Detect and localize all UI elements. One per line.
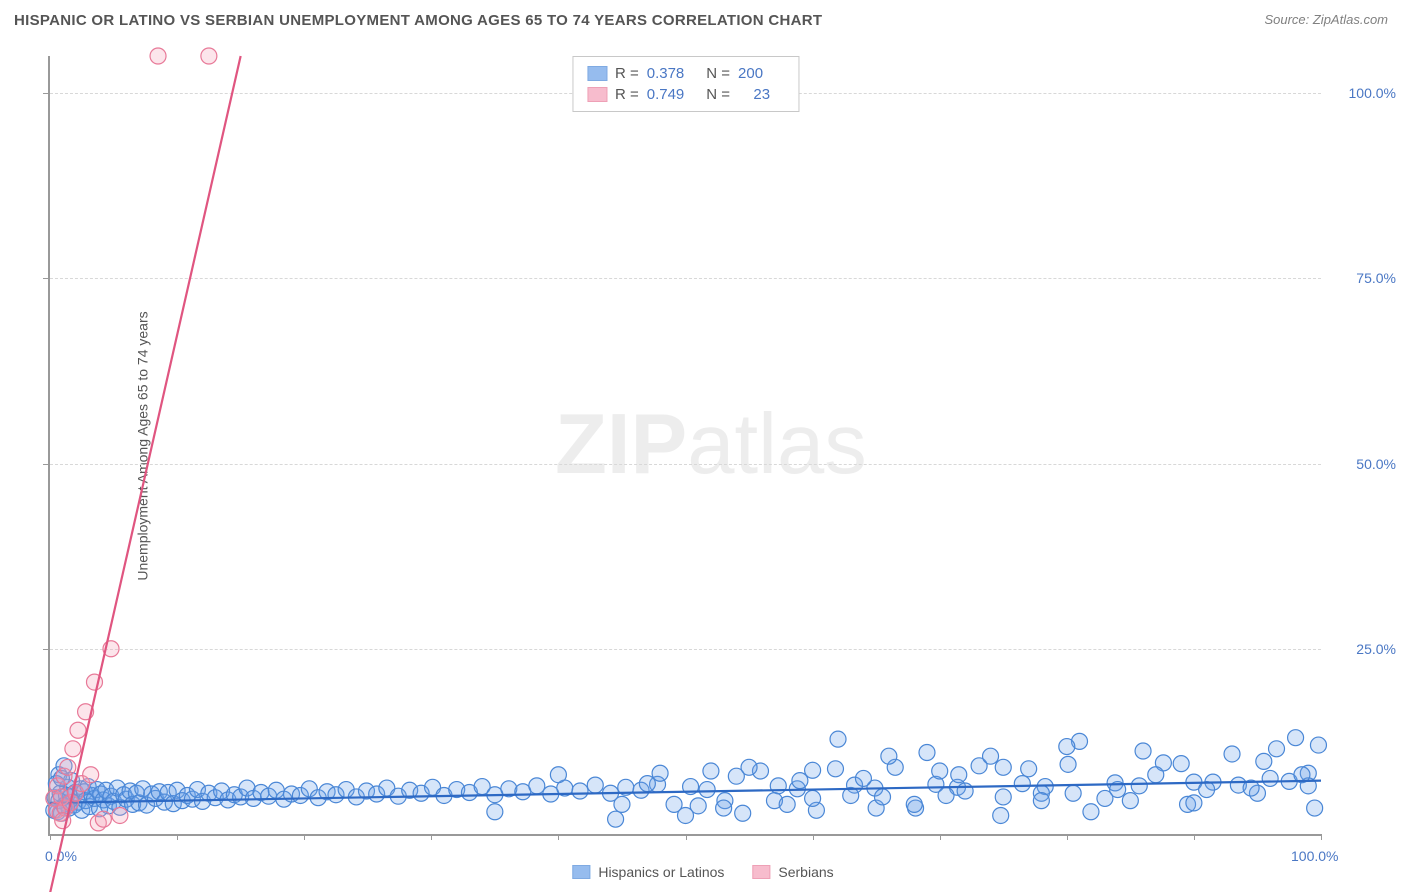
data-point	[487, 804, 503, 820]
data-point	[805, 790, 821, 806]
data-point	[951, 767, 967, 783]
data-point	[1083, 804, 1099, 820]
data-point	[1059, 739, 1075, 755]
data-point	[919, 744, 935, 760]
data-point	[112, 807, 128, 823]
data-point	[70, 722, 86, 738]
data-point	[572, 783, 588, 799]
data-point	[95, 811, 111, 827]
data-point	[1135, 743, 1151, 759]
data-point	[150, 48, 166, 64]
data-point	[587, 777, 603, 793]
legend-item-2: Serbians	[752, 864, 833, 880]
r-value-1: 0.378	[647, 65, 685, 82]
data-point	[608, 811, 624, 827]
data-point	[1173, 756, 1189, 772]
n-value-2: 23	[738, 86, 770, 103]
legend-label-2: Serbians	[778, 864, 833, 880]
data-point	[995, 789, 1011, 805]
data-point	[201, 48, 217, 64]
swatch-hispanic	[587, 66, 607, 81]
data-point	[1262, 770, 1278, 786]
data-point	[639, 776, 655, 792]
legend-swatch-serbian	[752, 865, 770, 879]
data-point	[1310, 737, 1326, 753]
data-point	[1186, 795, 1202, 811]
data-point	[741, 759, 757, 775]
n-value-1: 200	[738, 65, 763, 82]
data-point	[792, 773, 808, 789]
data-point	[1097, 790, 1113, 806]
data-point	[875, 789, 891, 805]
data-point	[1065, 785, 1081, 801]
data-point	[716, 800, 732, 816]
data-point	[827, 761, 843, 777]
data-point	[65, 741, 81, 757]
y-tick-label: 75.0%	[1356, 270, 1396, 286]
data-point	[1199, 782, 1215, 798]
data-point	[678, 807, 694, 823]
data-point	[1269, 741, 1285, 757]
data-point	[995, 759, 1011, 775]
bottom-legend: Hispanics or Latinos Serbians	[572, 864, 833, 880]
chart-title: HISPANIC OR LATINO VS SERBIAN UNEMPLOYME…	[14, 12, 822, 29]
trend-line	[50, 56, 241, 892]
data-point	[932, 763, 948, 779]
data-point	[983, 748, 999, 764]
data-point	[699, 782, 715, 798]
data-point	[881, 748, 897, 764]
data-point	[83, 767, 99, 783]
r-value-2: 0.749	[647, 86, 685, 103]
data-point	[938, 787, 954, 803]
data-point	[735, 805, 751, 821]
x-tick-label: 0.0%	[45, 848, 77, 864]
legend-item-1: Hispanics or Latinos	[572, 864, 724, 880]
n-label-1: N =	[706, 65, 730, 82]
legend-label-1: Hispanics or Latinos	[598, 864, 724, 880]
n-label-2: N =	[706, 86, 730, 103]
x-tick-label: 100.0%	[1291, 848, 1338, 864]
data-point	[906, 796, 922, 812]
data-point	[1307, 800, 1323, 816]
plot-area: ZIPatlas 25.0%50.0%75.0%100.0%0.0%100.0%…	[48, 56, 1321, 836]
data-point	[529, 778, 545, 794]
data-point	[855, 770, 871, 786]
data-point	[1014, 776, 1030, 792]
y-tick-label: 100.0%	[1349, 85, 1396, 101]
data-point	[1288, 730, 1304, 746]
data-point	[1148, 767, 1164, 783]
data-point	[1224, 746, 1240, 762]
data-point	[1256, 753, 1272, 769]
r-label-2: R =	[615, 86, 639, 103]
data-point	[1021, 761, 1037, 777]
data-point	[703, 763, 719, 779]
data-point	[1131, 778, 1147, 794]
data-point	[550, 767, 566, 783]
stats-row-2: R = 0.749 N = 23	[587, 84, 784, 105]
stats-row-1: R = 0.378 N = 200	[587, 63, 784, 84]
swatch-serbian	[587, 87, 607, 102]
data-point	[1033, 793, 1049, 809]
data-point	[993, 807, 1009, 823]
data-point	[60, 759, 76, 775]
data-point	[830, 731, 846, 747]
stats-legend-box: R = 0.378 N = 200 R = 0.749 N = 23	[572, 56, 799, 112]
y-tick-label: 25.0%	[1356, 641, 1396, 657]
y-tick-label: 50.0%	[1356, 456, 1396, 472]
r-label-1: R =	[615, 65, 639, 82]
source-attribution: Source: ZipAtlas.com	[1264, 12, 1388, 27]
data-point	[1122, 793, 1138, 809]
chart-svg	[50, 56, 1321, 834]
legend-swatch-hispanic	[572, 865, 590, 879]
data-point	[957, 783, 973, 799]
chart-container: HISPANIC OR LATINO VS SERBIAN UNEMPLOYME…	[0, 0, 1406, 892]
data-point	[779, 796, 795, 812]
data-point	[614, 796, 630, 812]
data-point	[770, 778, 786, 794]
data-point	[1060, 756, 1076, 772]
